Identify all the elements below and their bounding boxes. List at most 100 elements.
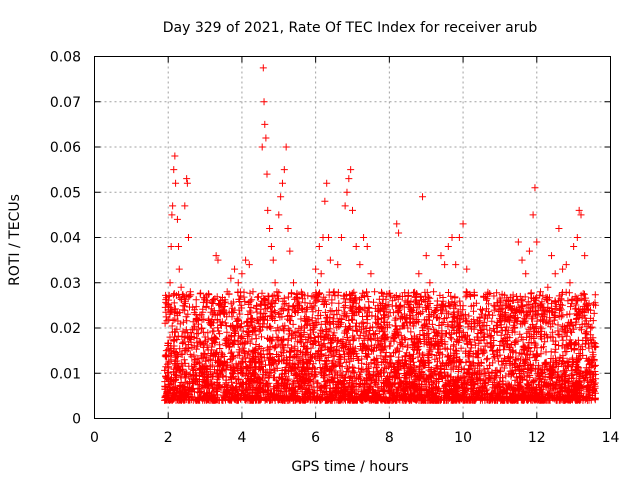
data-point	[551, 270, 559, 278]
data-point	[514, 238, 522, 246]
data-point	[422, 252, 430, 260]
data-point	[349, 206, 356, 214]
data-point	[347, 166, 355, 174]
data-point	[352, 243, 360, 251]
data-point	[395, 229, 403, 237]
data-point	[345, 175, 353, 183]
data-point	[334, 261, 342, 269]
data-point	[367, 270, 375, 278]
data-points	[161, 64, 600, 404]
data-point	[360, 234, 368, 241]
data-point	[245, 261, 253, 269]
x-tick-label: 10	[454, 430, 472, 446]
x-tick-label: 4	[237, 430, 246, 446]
data-point	[337, 234, 345, 241]
data-point	[312, 265, 320, 273]
data-point	[581, 252, 589, 260]
data-point	[261, 120, 269, 128]
data-point	[170, 166, 178, 174]
data-point	[463, 265, 471, 273]
data-point	[266, 224, 274, 232]
data-point	[544, 283, 552, 291]
data-point	[259, 64, 267, 72]
data-point	[238, 270, 246, 278]
data-point	[531, 184, 539, 192]
data-point	[169, 202, 177, 210]
data-point	[522, 270, 530, 278]
data-point	[313, 279, 321, 287]
x-tick-label: 14	[602, 430, 620, 446]
data-point	[183, 175, 191, 183]
data-point	[315, 243, 323, 251]
data-point	[326, 256, 334, 264]
data-point	[269, 256, 277, 264]
data-point	[231, 265, 239, 273]
data-point	[260, 98, 268, 106]
data-point	[323, 179, 331, 187]
data-point	[536, 288, 544, 296]
data-point	[415, 270, 423, 278]
data-point	[249, 288, 257, 296]
data-point	[280, 166, 288, 174]
data-point	[343, 188, 351, 196]
data-point	[284, 224, 292, 232]
data-point	[278, 179, 286, 187]
y-tick-label: 0.07	[50, 95, 81, 111]
data-point	[393, 220, 401, 228]
data-point	[529, 211, 537, 219]
data-point	[356, 261, 364, 269]
x-tick-labels: 0 2 4 6 8 10 12 14	[90, 430, 619, 446]
data-point	[573, 234, 581, 241]
data-point	[321, 197, 329, 205]
data-point	[566, 279, 574, 287]
data-point	[570, 243, 578, 251]
data-point	[575, 206, 583, 214]
data-point	[555, 224, 563, 232]
data-point	[234, 279, 242, 287]
data-point	[426, 279, 434, 287]
x-tick-label: 2	[164, 430, 173, 446]
data-point	[459, 220, 467, 228]
data-point	[525, 247, 533, 255]
data-point	[562, 261, 570, 269]
data-point	[325, 234, 333, 241]
data-point	[363, 243, 371, 251]
data-point	[430, 288, 438, 296]
data-point	[264, 206, 272, 214]
data-point	[277, 193, 285, 201]
data-point	[175, 243, 183, 251]
data-point	[341, 202, 349, 210]
chart-title: Day 329 of 2021, Rate Of TEC Index for r…	[163, 20, 538, 36]
data-point	[262, 134, 270, 142]
data-point	[183, 179, 191, 187]
x-tick-label: 0	[90, 430, 99, 446]
y-tick-label: 0.01	[50, 366, 81, 382]
data-point	[168, 211, 176, 219]
y-tick-labels: 0 0.01 0.02 0.03 0.04 0.05 0.06 0.07 0.08	[50, 50, 81, 428]
data-point	[227, 274, 235, 282]
data-point	[275, 211, 283, 219]
data-point	[533, 238, 541, 246]
data-point	[212, 252, 220, 260]
data-point	[577, 211, 585, 219]
data-point	[559, 265, 567, 273]
data-point	[271, 279, 279, 287]
data-point	[181, 202, 189, 210]
x-tick-label: 12	[528, 430, 546, 446]
data-point	[286, 247, 294, 255]
data-point	[263, 170, 271, 178]
data-point	[317, 270, 325, 278]
data-point	[184, 234, 192, 241]
data-point	[455, 234, 463, 241]
y-tick-label: 0	[72, 412, 81, 428]
data-point	[258, 143, 266, 151]
data-point	[173, 215, 181, 223]
data-point	[448, 234, 456, 241]
data-point	[172, 179, 180, 187]
data-point	[419, 193, 427, 201]
data-point	[177, 283, 185, 291]
x-axis-title: GPS time / hours	[291, 459, 408, 475]
data-point	[437, 252, 445, 260]
data-point	[197, 324, 205, 332]
